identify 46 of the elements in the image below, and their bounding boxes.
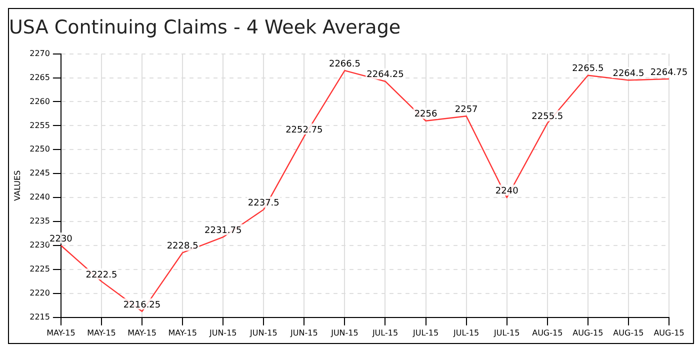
data-label: 2231.75 bbox=[204, 226, 242, 236]
data-label: 2266.5 bbox=[328, 59, 360, 70]
data-label: 2228.5 bbox=[166, 242, 198, 252]
data-label: 2216.25 bbox=[123, 300, 161, 310]
data-label: 2240 bbox=[495, 186, 519, 196]
y-tick-label: 2215 bbox=[30, 312, 50, 322]
y-tick-label: 2270 bbox=[30, 48, 50, 58]
data-label: 2264.25 bbox=[366, 70, 404, 80]
data-label: 2237.5 bbox=[248, 198, 280, 208]
x-tick-label: MAY-15 bbox=[46, 328, 76, 338]
chart-title: USA Continuing Claims - 4 Week Average bbox=[9, 16, 401, 38]
y-tick-label: 2245 bbox=[30, 168, 50, 178]
y-tick-label: 2255 bbox=[30, 120, 50, 130]
x-tick-label: JUL-15 bbox=[452, 328, 480, 338]
x-tick-label: AUG-15 bbox=[654, 328, 684, 338]
y-tick-label: 2235 bbox=[30, 216, 50, 226]
y-tick-label: 2230 bbox=[30, 240, 50, 250]
x-tick-label: AUG-15 bbox=[572, 328, 604, 338]
data-label: 2256 bbox=[414, 110, 438, 120]
x-tick-label: AUG-15 bbox=[613, 328, 644, 338]
data-label: 2230 bbox=[50, 234, 73, 244]
x-tick-label: AUG-15 bbox=[532, 328, 563, 338]
y-tick-label: 2260 bbox=[30, 96, 50, 106]
y-axis-title: VALUES bbox=[12, 170, 22, 201]
data-label: 2265.5 bbox=[572, 64, 604, 74]
x-tick-label: JUL-15 bbox=[493, 328, 520, 338]
x-tick-label: JUN-15 bbox=[249, 328, 278, 338]
data-label: 2264.5 bbox=[612, 69, 644, 80]
x-tick-label: JUN-15 bbox=[290, 328, 318, 338]
x-tick-label: JUL-15 bbox=[371, 328, 398, 338]
y-tick-label: 2220 bbox=[30, 288, 50, 298]
y-tick-label: 2250 bbox=[30, 144, 50, 154]
y-tick-label: 2265 bbox=[30, 72, 50, 82]
x-tick-label: JUL-15 bbox=[412, 328, 439, 338]
data-label: 2252.75 bbox=[286, 125, 323, 136]
x-tick-label: JUN-15 bbox=[208, 328, 237, 338]
data-label: 2264.75 bbox=[650, 68, 688, 78]
data-label: 2255.5 bbox=[532, 112, 564, 122]
x-tick-label: MAY-15 bbox=[168, 328, 197, 338]
data-label: 2257 bbox=[454, 104, 478, 115]
x-tick-label: MAY-15 bbox=[87, 328, 116, 338]
data-label: 2222.5 bbox=[86, 270, 118, 280]
y-tick-label: 2240 bbox=[30, 192, 50, 202]
x-tick-label: JUN-15 bbox=[330, 328, 358, 338]
x-tick-label: MAY-15 bbox=[128, 328, 156, 338]
y-tick-label: 2225 bbox=[30, 264, 50, 274]
